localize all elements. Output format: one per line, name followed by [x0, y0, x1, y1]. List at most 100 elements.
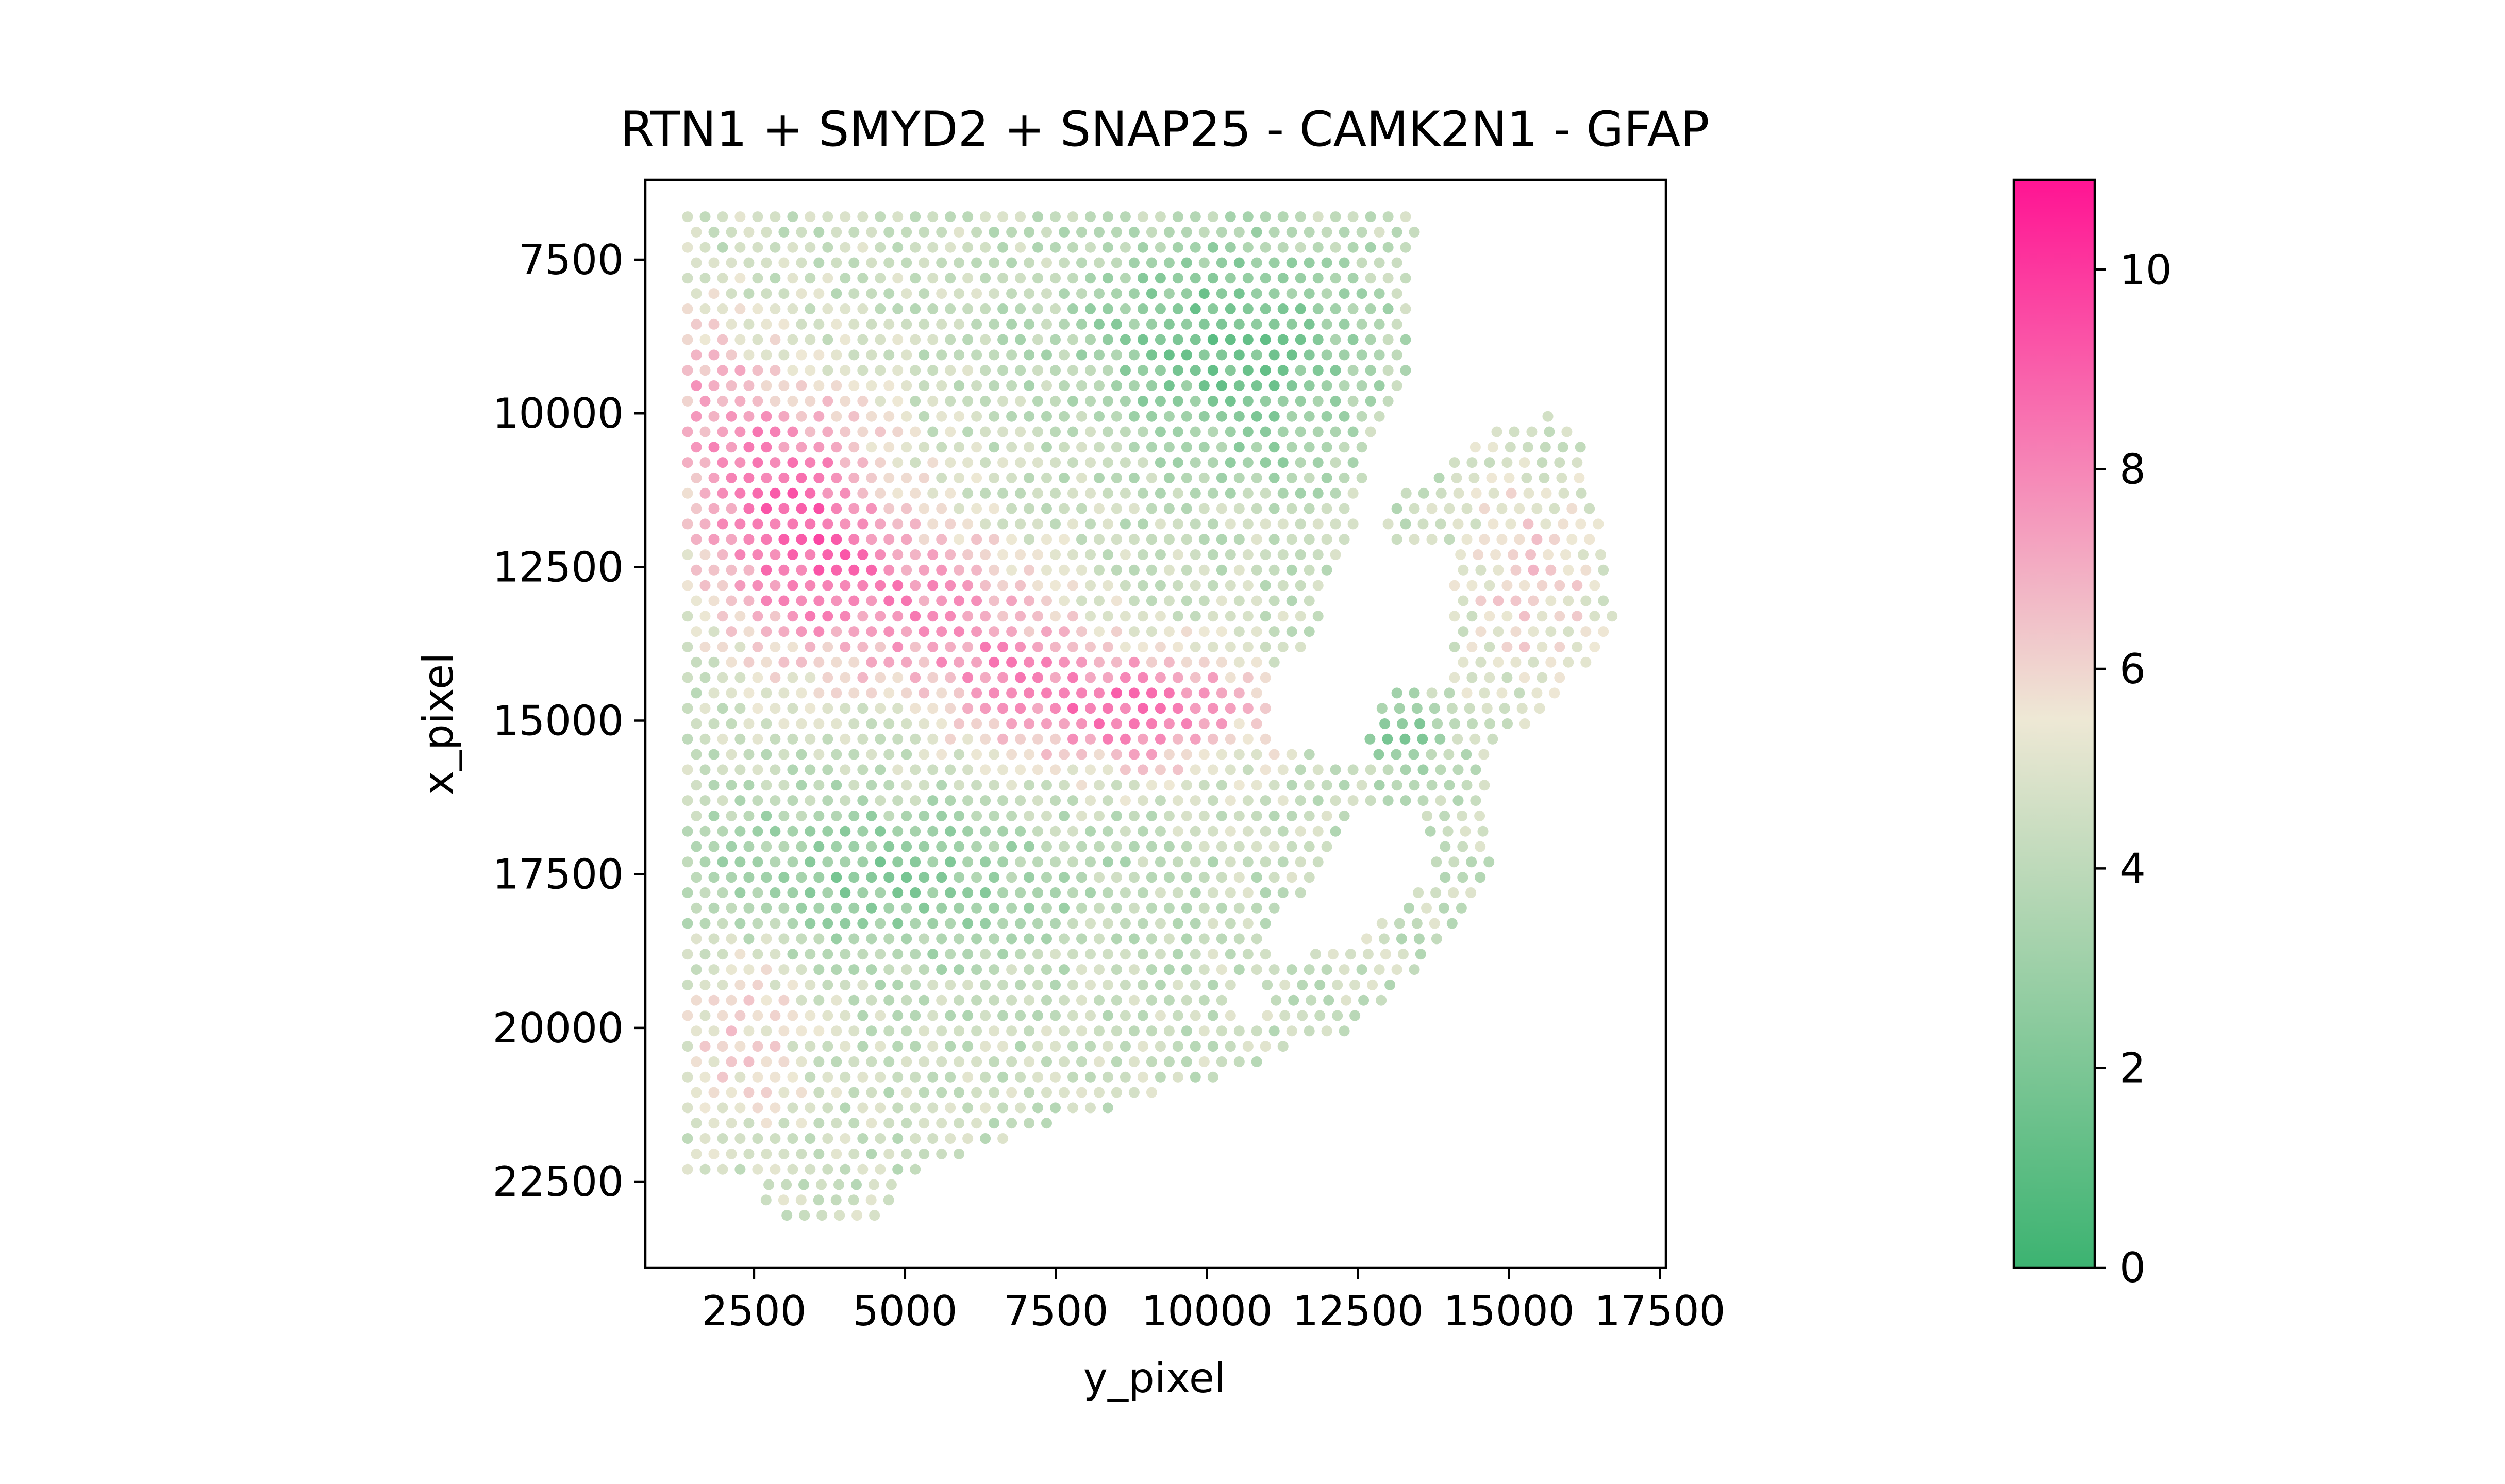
spot — [1277, 611, 1289, 622]
spot — [1373, 749, 1384, 760]
spot — [918, 841, 930, 852]
spot — [1146, 810, 1157, 821]
spot — [936, 1087, 947, 1098]
spot — [1015, 1010, 1026, 1021]
spot — [1172, 549, 1183, 560]
spot — [1006, 994, 1017, 1006]
spot — [840, 611, 851, 622]
spot — [1268, 902, 1280, 914]
spot — [857, 518, 869, 530]
spot — [1006, 503, 1017, 514]
spot — [1085, 1071, 1096, 1083]
spot — [1006, 933, 1017, 945]
spot — [1251, 288, 1262, 299]
spot — [1207, 1041, 1218, 1052]
spot — [866, 964, 877, 975]
spot — [901, 257, 912, 268]
spot — [1556, 472, 1567, 483]
spot — [1111, 964, 1122, 975]
spot — [1181, 257, 1192, 268]
spot — [1400, 764, 1411, 775]
spot — [1268, 472, 1280, 483]
spot — [962, 764, 974, 775]
spot — [1216, 1056, 1227, 1067]
spot — [752, 518, 763, 530]
spot — [883, 380, 895, 391]
spot — [787, 825, 798, 837]
spot — [910, 733, 921, 745]
spot — [726, 718, 737, 729]
spot — [1225, 365, 1236, 376]
spot — [1085, 457, 1096, 468]
spot — [1277, 887, 1289, 898]
spot — [918, 656, 930, 668]
spot — [1539, 472, 1550, 483]
spot — [1198, 595, 1210, 606]
spot — [813, 656, 825, 668]
spot — [848, 902, 860, 914]
spot — [682, 918, 693, 929]
spot — [875, 1163, 886, 1175]
spot — [1163, 349, 1175, 361]
spot — [1163, 380, 1175, 391]
spot — [1563, 626, 1574, 637]
spot — [1304, 442, 1315, 453]
spot — [798, 1179, 809, 1190]
spot — [883, 841, 895, 852]
spot — [1006, 1087, 1017, 1098]
spot — [1365, 795, 1376, 806]
spot — [1041, 656, 1052, 668]
spot — [1190, 273, 1201, 284]
spot — [936, 288, 947, 299]
spot — [840, 887, 851, 898]
spot — [1059, 1025, 1070, 1037]
spot — [1277, 549, 1289, 560]
spot — [1295, 273, 1306, 284]
spot — [918, 288, 930, 299]
spot — [1356, 349, 1367, 361]
spot — [1484, 672, 1495, 683]
spot — [1598, 595, 1609, 606]
spot — [1128, 349, 1140, 361]
spot — [1120, 703, 1131, 714]
spot — [717, 764, 728, 775]
spot — [1102, 856, 1113, 868]
spot — [752, 1010, 763, 1021]
spot — [691, 1087, 702, 1098]
spot — [936, 718, 947, 729]
spot — [1137, 672, 1148, 683]
spot — [752, 1041, 763, 1052]
spot — [1521, 472, 1532, 483]
spot — [1242, 334, 1254, 345]
spot — [1032, 211, 1043, 223]
spot — [954, 595, 965, 606]
spot — [1172, 242, 1183, 253]
spot — [1469, 733, 1481, 745]
spot — [699, 887, 711, 898]
spot — [761, 626, 772, 637]
spot — [1163, 318, 1175, 330]
spot — [1059, 564, 1070, 576]
spot — [796, 472, 807, 483]
spot — [813, 810, 825, 821]
spot — [1190, 365, 1201, 376]
spot — [734, 211, 746, 223]
spot — [840, 487, 851, 499]
spot — [1076, 872, 1087, 883]
spot — [1172, 273, 1183, 284]
spot — [997, 518, 1009, 530]
spot — [1137, 611, 1148, 622]
spot — [734, 273, 746, 284]
spot — [875, 211, 886, 223]
spot — [927, 549, 939, 560]
spot — [1444, 780, 1455, 791]
spot — [1085, 949, 1096, 960]
spot — [734, 949, 746, 960]
spot — [1094, 749, 1105, 760]
spot — [761, 1118, 772, 1129]
spot — [1067, 887, 1078, 898]
spot — [682, 1102, 693, 1114]
spot — [1484, 611, 1495, 622]
spot — [708, 687, 720, 699]
spot — [1260, 487, 1271, 499]
